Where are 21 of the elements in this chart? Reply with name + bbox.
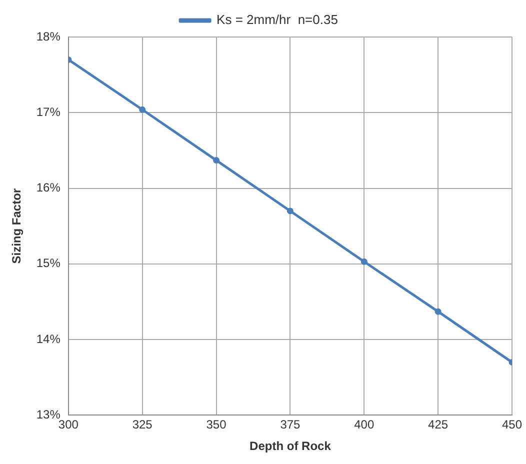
x-tick-label: 400 [354,418,374,432]
y-axis-title: Sizing Factor [10,188,24,264]
x-tick-label: 425 [428,418,448,432]
x-tick-label: 450 [502,418,522,432]
point [139,106,146,113]
y-tick-label: 18% [36,29,61,44]
x-axis-title: Depth of Rock [250,439,332,454]
x-tick-label: 300 [58,418,79,432]
y-tick-label: 14% [36,332,61,346]
legend-label: Ks = 2mm/hr n=0.35 [216,12,338,28]
y-tick-label: 13% [36,408,61,422]
y-tick-label: 16% [36,180,61,195]
point [434,308,442,315]
y-tick-label: 17% [36,104,61,119]
point [360,258,368,265]
point [213,157,220,164]
y-tick-label: 15% [36,256,61,270]
point [286,208,294,214]
x-tick-label: 350 [206,418,227,432]
x-tick-label: 325 [132,418,153,432]
x-tick-label: 375 [280,418,301,432]
